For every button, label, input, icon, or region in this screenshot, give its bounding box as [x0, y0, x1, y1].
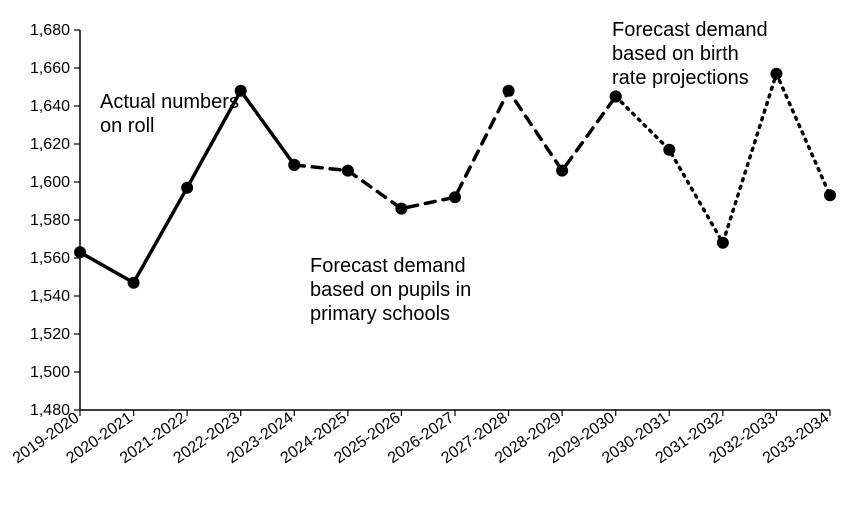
label-forecast-primary: Forecast demand — [310, 255, 466, 277]
marker-actual — [74, 246, 86, 258]
marker-forecast_primary — [556, 165, 568, 177]
y-tick-label: 1,600 — [30, 174, 70, 191]
label-forecast-birth: based on birth — [612, 43, 739, 65]
marker-forecast_primary — [342, 165, 354, 177]
label-forecast-primary: primary schools — [310, 303, 450, 325]
marker-forecast_primary — [503, 85, 515, 97]
marker-forecast_birth — [824, 189, 836, 201]
y-tick-label: 1,640 — [30, 98, 70, 115]
marker-forecast_primary — [288, 159, 300, 171]
marker-forecast_birth — [717, 237, 729, 249]
y-tick-label: 1,540 — [30, 288, 70, 305]
marker-forecast_primary — [449, 191, 461, 203]
marker-actual — [181, 182, 193, 194]
label-actual: Actual numbers — [100, 91, 239, 113]
label-actual: on roll — [100, 115, 154, 137]
pupil-demand-chart: 1,4801,5001,5201,5401,5601,5801,6001,620… — [0, 0, 850, 510]
y-tick-label: 1,680 — [30, 22, 70, 39]
marker-actual — [128, 277, 140, 289]
y-tick-label: 1,580 — [30, 212, 70, 229]
y-tick-label: 1,560 — [30, 250, 70, 267]
marker-forecast_primary — [395, 203, 407, 215]
label-forecast-birth: rate projections — [612, 67, 749, 89]
chart-svg: 1,4801,5001,5201,5401,5601,5801,6001,620… — [0, 0, 850, 510]
series-forecast_primary — [294, 91, 615, 209]
label-forecast-birth: Forecast demand — [612, 19, 768, 41]
marker-forecast_birth — [663, 144, 675, 156]
y-tick-label: 1,500 — [30, 364, 70, 381]
y-tick-label: 1,520 — [30, 326, 70, 343]
y-tick-label: 1,620 — [30, 136, 70, 153]
label-forecast-primary: based on pupils in — [310, 279, 471, 301]
series-forecast_birth — [616, 74, 830, 243]
y-tick-label: 1,660 — [30, 60, 70, 77]
marker-forecast_birth — [610, 91, 622, 103]
marker-forecast_birth — [770, 68, 782, 80]
